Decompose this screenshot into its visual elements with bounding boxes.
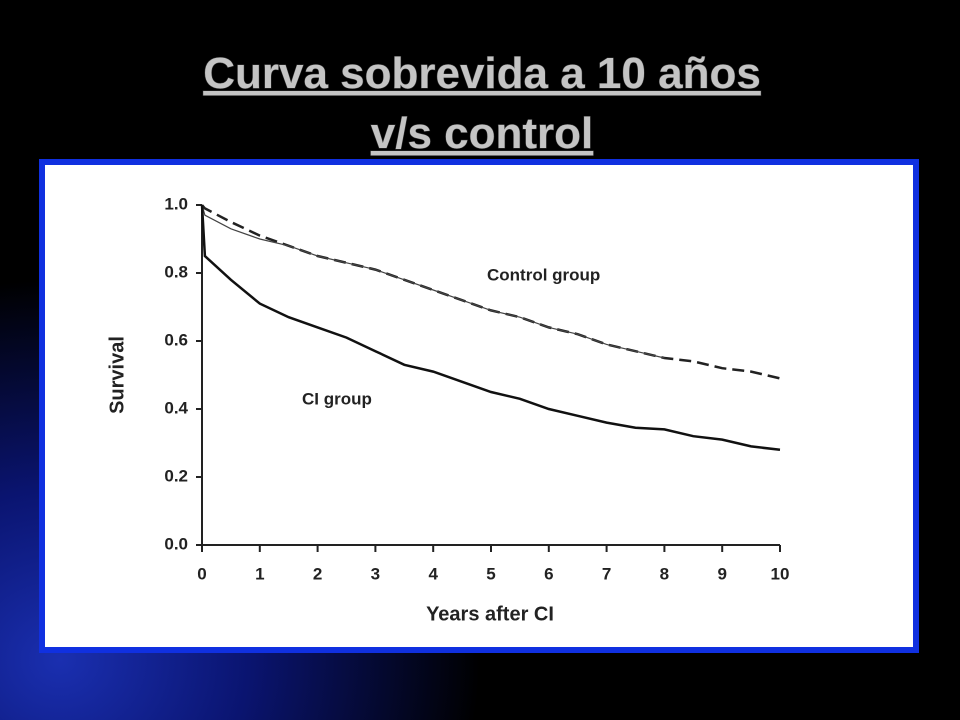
y-axis-label: Survival	[106, 336, 128, 414]
x-tick-label: 7	[602, 564, 611, 583]
y-tick-label: 1.0	[164, 194, 188, 213]
y-tick-label: 0.4	[164, 398, 188, 417]
x-tick-label: 6	[544, 564, 553, 583]
survival-line	[200, 204, 781, 452]
chart-frame	[39, 159, 919, 653]
x-tick-label: 3	[371, 564, 380, 583]
y-tick-label: 0.6	[164, 330, 188, 349]
y-tick-label: 0.2	[164, 466, 188, 485]
x-tick-label: 9	[717, 564, 726, 583]
x-tick-label: 10	[771, 564, 790, 583]
x-axis-label: Years after CI	[426, 603, 554, 625]
series-label: Control group	[487, 265, 600, 284]
x-tick-label: 4	[428, 564, 438, 583]
slide-title: v/s control	[371, 109, 594, 158]
slide-title: Curva sobrevida a 10 años	[203, 49, 761, 98]
x-tick-label: 5	[486, 564, 495, 583]
y-tick-label: 0.8	[164, 262, 188, 281]
x-tick-label: 1	[255, 564, 264, 583]
x-tick-label: 2	[313, 564, 322, 583]
survival-line	[201, 204, 665, 359]
x-tick-label: 0	[197, 564, 206, 583]
x-tick-label: 8	[660, 564, 669, 583]
series-label: CI group	[302, 389, 372, 408]
y-tick-label: 0.0	[164, 534, 188, 553]
